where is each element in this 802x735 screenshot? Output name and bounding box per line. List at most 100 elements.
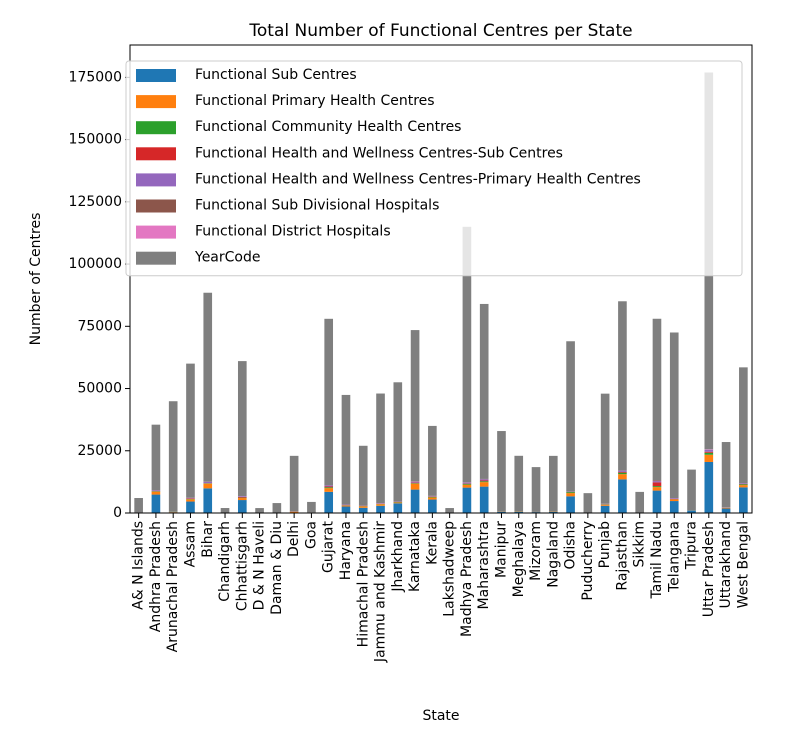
bar-segment bbox=[342, 506, 351, 507]
bar-segment bbox=[653, 491, 662, 513]
bar-segment bbox=[411, 490, 420, 513]
bar-segment bbox=[203, 484, 212, 489]
bar-segment bbox=[307, 502, 316, 512]
bar-segment bbox=[739, 485, 748, 487]
bar-segment bbox=[411, 484, 420, 490]
legend-swatch bbox=[136, 200, 176, 213]
bar-segment bbox=[359, 446, 368, 506]
bar-segment bbox=[238, 496, 247, 497]
bar-segment bbox=[411, 482, 420, 483]
bar-segment bbox=[739, 483, 748, 484]
bar-segment bbox=[186, 364, 195, 498]
y-tick-label: 175000 bbox=[69, 69, 122, 85]
x-tick-label: Jharkhand bbox=[390, 521, 406, 593]
bar-segment bbox=[653, 481, 662, 482]
bar-segment bbox=[169, 401, 178, 512]
bar-segment bbox=[670, 498, 679, 499]
x-tick-label: Tamil Nadu bbox=[649, 521, 665, 600]
bar-segment bbox=[653, 486, 662, 487]
bar-segment bbox=[618, 472, 627, 473]
bar-segment bbox=[238, 497, 247, 498]
x-tick-label: Karnataka bbox=[407, 521, 423, 592]
bar-segment bbox=[359, 508, 368, 513]
bar-segment bbox=[203, 293, 212, 482]
legend-swatch bbox=[136, 69, 176, 82]
bar-segment bbox=[514, 456, 523, 512]
x-tick-label: Bihar bbox=[200, 521, 216, 558]
y-axis-label: Number of Centres bbox=[28, 213, 44, 346]
legend-swatch bbox=[136, 147, 176, 160]
legend-swatch bbox=[136, 252, 176, 265]
x-tick-label: Himachal Pradesh bbox=[355, 521, 371, 647]
x-tick-label: Jammu and Kashmir bbox=[373, 521, 389, 663]
bar-segment bbox=[152, 495, 161, 513]
bar-segment bbox=[238, 500, 247, 513]
y-tick-label: 50000 bbox=[77, 381, 122, 397]
bar-segment bbox=[134, 498, 143, 512]
bar-segment bbox=[411, 330, 420, 481]
bar-segment bbox=[480, 480, 489, 481]
bar-segment bbox=[601, 394, 610, 504]
legend-label: Functional Primary Health Centres bbox=[195, 93, 435, 109]
bar-segment bbox=[653, 319, 662, 481]
x-tick-label: Sikkim bbox=[632, 521, 648, 568]
x-tick-label: Andhra Pradesh bbox=[148, 521, 164, 632]
x-tick-label: Goa bbox=[303, 521, 319, 549]
bar-segment bbox=[359, 506, 368, 507]
x-tick-label: D & N Haveli bbox=[252, 521, 268, 610]
bar-segment bbox=[722, 509, 731, 513]
bar-segment bbox=[653, 482, 662, 486]
x-tick-label: A& N Islands bbox=[131, 521, 147, 610]
bar-segment bbox=[324, 486, 333, 487]
legend-swatch bbox=[136, 121, 176, 134]
bar-segment bbox=[739, 367, 748, 483]
bar-segment bbox=[152, 490, 161, 491]
bar-segment bbox=[704, 453, 713, 455]
bar-segment bbox=[704, 452, 713, 453]
legend-label: Functional Sub Centres bbox=[195, 67, 357, 83]
x-tick-label: Arunachal Pradesh bbox=[165, 521, 181, 652]
x-tick-label: Maharashtra bbox=[476, 521, 492, 609]
legend-swatch bbox=[136, 95, 176, 108]
bar-segment bbox=[532, 467, 541, 512]
bar-segment bbox=[480, 479, 489, 480]
x-tick-label: Mizoram bbox=[528, 521, 544, 581]
legend: Functional Sub Centres Functional Primary… bbox=[126, 61, 742, 276]
bar-segment bbox=[290, 456, 299, 512]
bar-segment bbox=[618, 301, 627, 470]
legend-label: Functional Sub Divisional Hospitals bbox=[195, 198, 439, 214]
y-tick-label: 150000 bbox=[69, 132, 122, 148]
x-tick-label: Chandigarh bbox=[217, 521, 233, 602]
bar-segment bbox=[584, 493, 593, 513]
bar-segment bbox=[549, 456, 558, 512]
bar-segment bbox=[428, 497, 437, 499]
bar-segment bbox=[566, 341, 575, 491]
bar-segment bbox=[221, 508, 230, 513]
x-tick-label: Odisha bbox=[563, 521, 579, 570]
x-tick-label: West Bengal bbox=[735, 521, 751, 608]
y-tick-label: 125000 bbox=[69, 194, 122, 210]
x-tick-label: Tripura bbox=[684, 521, 700, 570]
bar-segment bbox=[653, 480, 662, 481]
bar-segment bbox=[186, 502, 195, 513]
bar-segment bbox=[324, 488, 333, 492]
bar-segment bbox=[601, 506, 610, 513]
bar-segment bbox=[238, 361, 247, 496]
legend-label: Functional Community Health Centres bbox=[195, 119, 461, 135]
bar-segment bbox=[497, 431, 506, 512]
legend-swatch bbox=[136, 173, 176, 186]
bar-segment bbox=[670, 501, 679, 513]
legend-swatch bbox=[136, 226, 176, 239]
x-tick-label: Madhya Pradesh bbox=[459, 521, 475, 637]
bar-segment bbox=[601, 505, 610, 506]
bar-segment bbox=[480, 482, 489, 486]
legend-label: Functional Health and Wellness Centres-P… bbox=[195, 171, 641, 187]
bar-segment bbox=[618, 474, 627, 479]
y-tick-label: 0 bbox=[113, 505, 122, 521]
bar-segment bbox=[393, 382, 402, 501]
bar-segment bbox=[393, 503, 402, 513]
bar-segment bbox=[445, 508, 454, 513]
bar-segment bbox=[273, 503, 282, 513]
bar-segment bbox=[480, 481, 489, 482]
